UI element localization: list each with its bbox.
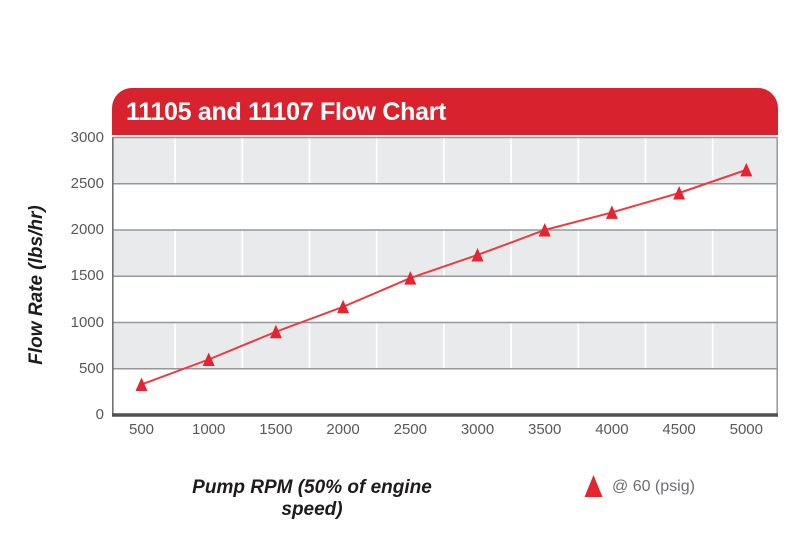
triangle-up-marker xyxy=(202,352,215,366)
y-tick-label: 1500 xyxy=(70,267,104,285)
chart-title-banner: 11105 and 11107 Flow Chart xyxy=(112,88,778,135)
triangle-up-marker xyxy=(471,247,484,262)
x-tick-label: 500 xyxy=(128,421,155,438)
x-tick-label: 3500 xyxy=(528,421,562,438)
plot-area xyxy=(112,136,778,417)
y-tick-label: 3000 xyxy=(70,128,104,146)
triangle-up-marker xyxy=(538,223,551,237)
y-tick-label: 1000 xyxy=(70,313,104,331)
y-tick-label: 2000 xyxy=(70,221,104,238)
legend: @ 60 (psig) xyxy=(584,472,695,500)
x-tick-label: 1000 xyxy=(192,421,226,438)
gray-band xyxy=(112,322,778,369)
triangle-up-marker xyxy=(135,377,148,391)
chart-title: 11105 and 11107 Flow Chart xyxy=(126,98,447,126)
x-tick-label: 2500 xyxy=(393,421,427,438)
y-tick-label: 2500 xyxy=(70,174,104,192)
y-tick-label: 0 xyxy=(95,406,104,423)
x-tick-label: 2000 xyxy=(326,421,360,438)
x-tick-label: 1500 xyxy=(259,421,293,438)
triangle-up-marker xyxy=(605,205,618,219)
x-axis-title: Pump RPM (50% of engine speed) xyxy=(192,477,432,520)
y-axis-title: Flow Rate (lbs/hr) xyxy=(26,205,47,365)
x-tick-label: 5000 xyxy=(729,421,763,438)
y-tick-label: 500 xyxy=(78,359,104,377)
x-tick-label: 3000 xyxy=(460,421,495,438)
triangle-up-marker xyxy=(269,324,282,339)
triangle-up-marker xyxy=(740,162,753,177)
triangle-up-marker xyxy=(337,299,350,314)
flow-series-line xyxy=(141,168,747,386)
triangle-up-marker xyxy=(673,186,686,200)
legend-triangle-up-icon xyxy=(584,475,603,497)
gray-band xyxy=(112,137,778,184)
x-tick-label: 4500 xyxy=(662,421,696,438)
triangle-up-marker xyxy=(404,271,417,285)
legend-label: @ 60 (psig) xyxy=(612,478,695,495)
x-tick-label: 4000 xyxy=(595,421,629,438)
gray-band xyxy=(112,230,778,277)
